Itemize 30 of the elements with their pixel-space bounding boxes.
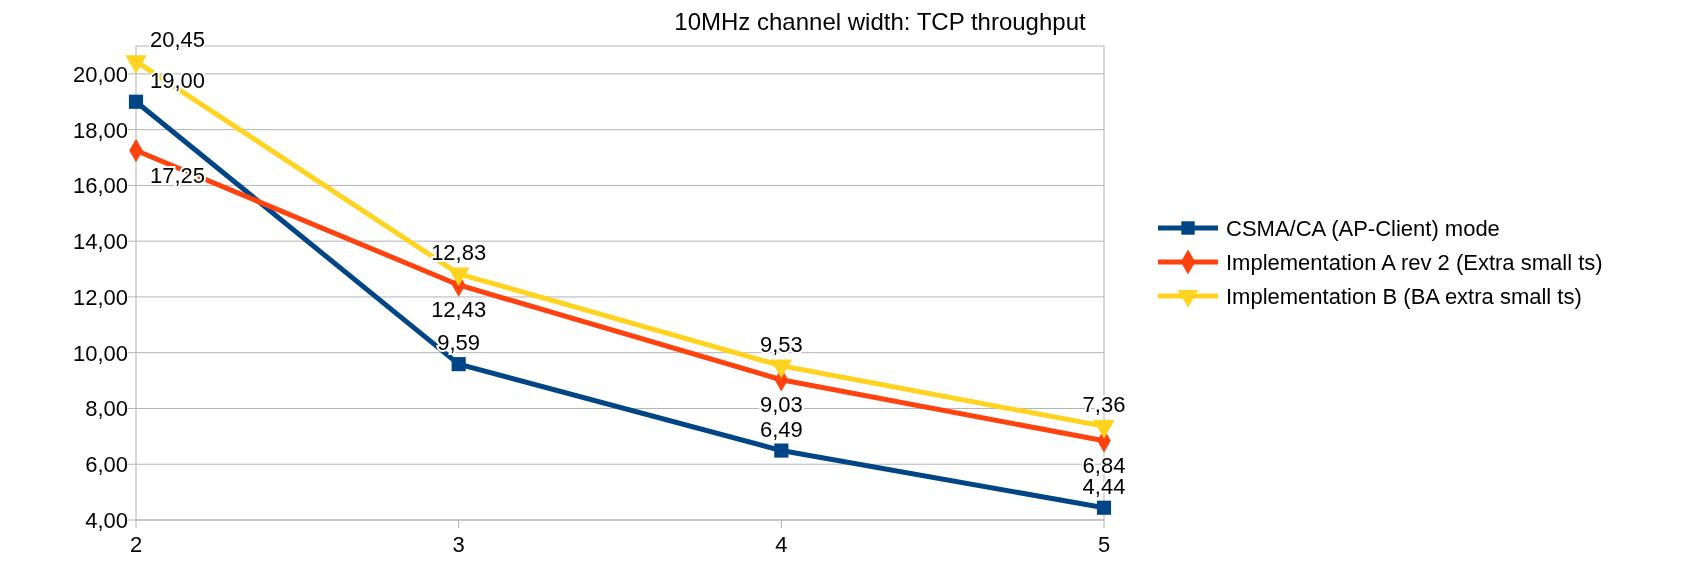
data-label: 9,03 bbox=[759, 391, 803, 417]
data-label: 12,83 bbox=[431, 239, 487, 265]
y-tick-label: 6,00 bbox=[85, 452, 128, 478]
data-label: 9,53 bbox=[759, 331, 803, 357]
y-tick-label: 18,00 bbox=[72, 117, 128, 143]
x-tick-label: 3 bbox=[452, 532, 465, 557]
x-tick-label: 4 bbox=[775, 532, 788, 557]
point bbox=[451, 357, 466, 372]
y-tick-label: 14,00 bbox=[72, 229, 128, 255]
y-tick-label: 8,00 bbox=[85, 396, 128, 422]
y-tick-label: 4,00 bbox=[85, 508, 128, 533]
chart-title: 10MHz channel width: TCP throughput bbox=[674, 8, 1086, 35]
data-label: 9,59 bbox=[437, 330, 481, 356]
point bbox=[1096, 500, 1112, 515]
x-tick-label: 2 bbox=[129, 532, 143, 557]
data-label: 6,49 bbox=[759, 416, 803, 442]
y-tick-label: 12,00 bbox=[72, 284, 128, 310]
y-tick-label: 16,00 bbox=[72, 173, 128, 199]
legend-label: Implementation A rev 2 (Extra small ts) bbox=[1226, 250, 1603, 275]
point bbox=[128, 94, 144, 109]
x-tick-label: 5 bbox=[1097, 532, 1111, 557]
data-label: 7,36 bbox=[1082, 392, 1126, 418]
legend-label: Implementation B (BA extra small ts) bbox=[1226, 284, 1582, 309]
legend-label: CSMA/CA (AP-Client) mode bbox=[1226, 216, 1500, 241]
data-label: 6,84 bbox=[1082, 452, 1126, 478]
data-label: 20,45 bbox=[150, 27, 206, 53]
data-label: 12,43 bbox=[431, 296, 487, 322]
y-tick-label: 10,00 bbox=[72, 340, 128, 366]
y-tick-label: 20,00 bbox=[72, 61, 128, 87]
point bbox=[774, 443, 789, 458]
